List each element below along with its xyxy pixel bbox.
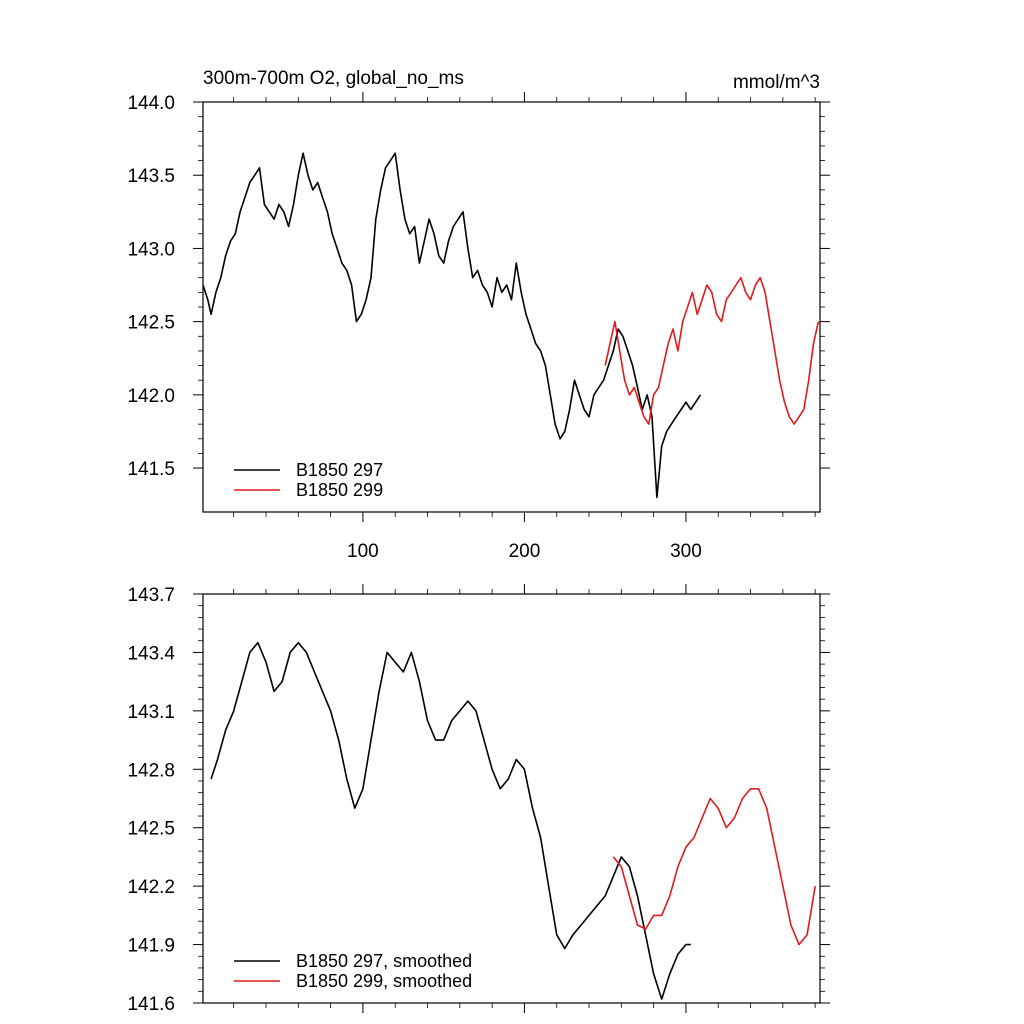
x-tick-label: 300 — [670, 541, 702, 562]
y-tick-label: 143.7 — [127, 585, 175, 606]
y-tick-label: 142.8 — [127, 760, 175, 781]
x-tick-label: 200 — [509, 541, 541, 562]
plot-frame — [202, 101, 821, 513]
legend-label: B1850 299, smoothed — [296, 971, 472, 991]
bottom-panel: 141.6 141.9 142.2 142.5 142.8 143.1 143.4 143.7… — [127, 584, 830, 1015]
series-line-2 — [612, 787, 816, 946]
legend-label: B1850 297, smoothed — [296, 951, 472, 971]
y-tick-label: 141.5 — [127, 459, 175, 480]
x-tick-label: 100 — [347, 541, 379, 562]
y-tick-label: 142.2 — [127, 877, 175, 898]
y-tick-label: 143.4 — [127, 643, 175, 664]
y-tick-label: 143.5 — [127, 166, 175, 187]
legend-label: B1850 297 — [296, 460, 383, 480]
y-tick-label: 141.9 — [127, 936, 175, 957]
y-tick-label: 144.0 — [127, 93, 175, 114]
plot-frame — [202, 593, 821, 1004]
series-line-2 — [604, 276, 820, 425]
y-tick-label: 142.5 — [127, 819, 175, 840]
y-tick-label: 141.6 — [127, 994, 175, 1015]
y-tick-label: 142.5 — [127, 313, 175, 334]
chart-units-label: mmol/m^3 — [733, 72, 820, 93]
y-tick-label: 143.0 — [127, 239, 175, 260]
top-panel: 100 200 300 141.5 142.0 142.5 143.0 143.5 144.0 B… — [127, 92, 830, 562]
legend-label: B1850 299 — [296, 480, 383, 500]
series-line-1 — [210, 641, 691, 1000]
y-tick-label: 143.1 — [127, 702, 175, 723]
chart-title-left: 300m-700m O2, global_no_ms — [203, 68, 464, 89]
series-line-1 — [202, 152, 702, 499]
y-tick-label: 142.0 — [127, 386, 175, 407]
